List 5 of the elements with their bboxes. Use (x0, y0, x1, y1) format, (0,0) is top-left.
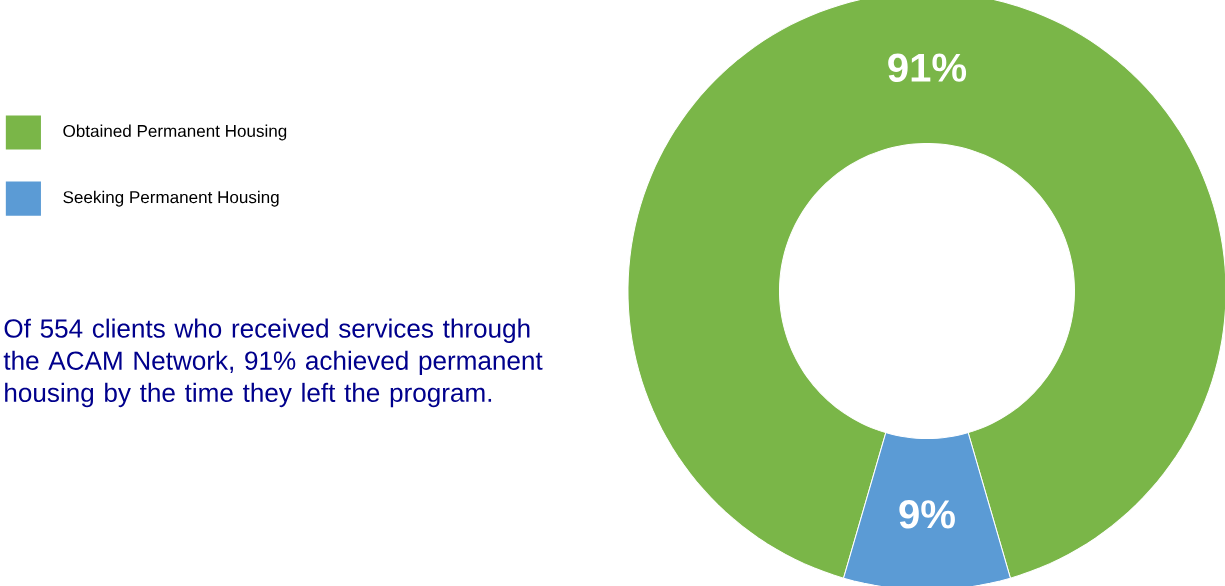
legend-label: Seeking Permanent Housing (63, 190, 279, 207)
data-label: 9% (899, 500, 955, 529)
legend-label: Obtained Permanent Housing (63, 124, 287, 141)
data-label: 91% (888, 53, 967, 82)
text: Of 554 clients who received services through the ACAM Network, 91% achieved permanent housing by the time they left the program. (3, 318, 543, 408)
